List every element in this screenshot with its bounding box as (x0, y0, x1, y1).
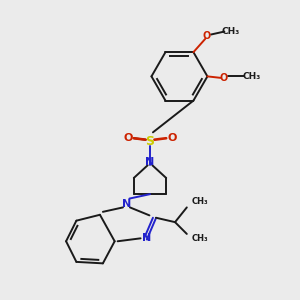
Text: O: O (202, 31, 211, 41)
Text: O: O (220, 73, 228, 83)
Text: S: S (146, 135, 154, 148)
Text: N: N (142, 233, 151, 243)
Text: N: N (122, 200, 131, 209)
Text: O: O (123, 133, 133, 143)
Text: CH₃: CH₃ (191, 197, 208, 206)
Text: CH₃: CH₃ (242, 72, 261, 81)
Text: O: O (167, 133, 177, 143)
Text: CH₃: CH₃ (221, 27, 239, 36)
Text: N: N (146, 157, 154, 167)
Text: CH₃: CH₃ (191, 234, 208, 243)
